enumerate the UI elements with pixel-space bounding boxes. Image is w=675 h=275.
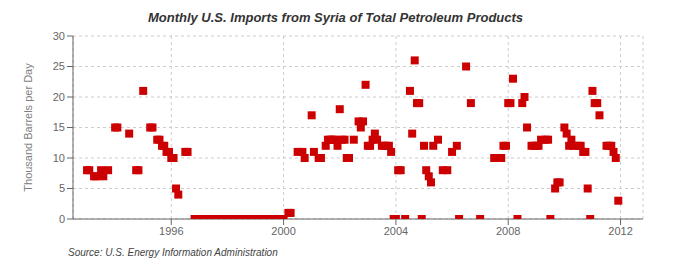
html-text:Monthly U.S. Imports from Syri: Monthly U.S. Imports from Syria of Total… xyxy=(147,10,524,25)
svg-text:30: 30 xyxy=(53,30,65,42)
svg-text:25: 25 xyxy=(53,60,65,72)
svg-text:15: 15 xyxy=(53,121,65,133)
svg-text:10: 10 xyxy=(53,152,65,164)
svg-text:2008: 2008 xyxy=(496,225,520,237)
html-text:Source: U.S. Energy Informatio: Source: U.S. Energy Information Administ… xyxy=(68,247,278,258)
svg-text:5: 5 xyxy=(59,182,65,194)
svg-text:20: 20 xyxy=(53,91,65,103)
svg-text:2000: 2000 xyxy=(271,225,295,237)
svg-text:2004: 2004 xyxy=(384,225,408,237)
svg-text:Thousand Barrels per Day: Thousand Barrels per Day xyxy=(22,63,34,192)
svg-text:1996: 1996 xyxy=(159,225,183,237)
svg-text:2012: 2012 xyxy=(608,225,632,237)
svg-text:0: 0 xyxy=(59,213,65,225)
